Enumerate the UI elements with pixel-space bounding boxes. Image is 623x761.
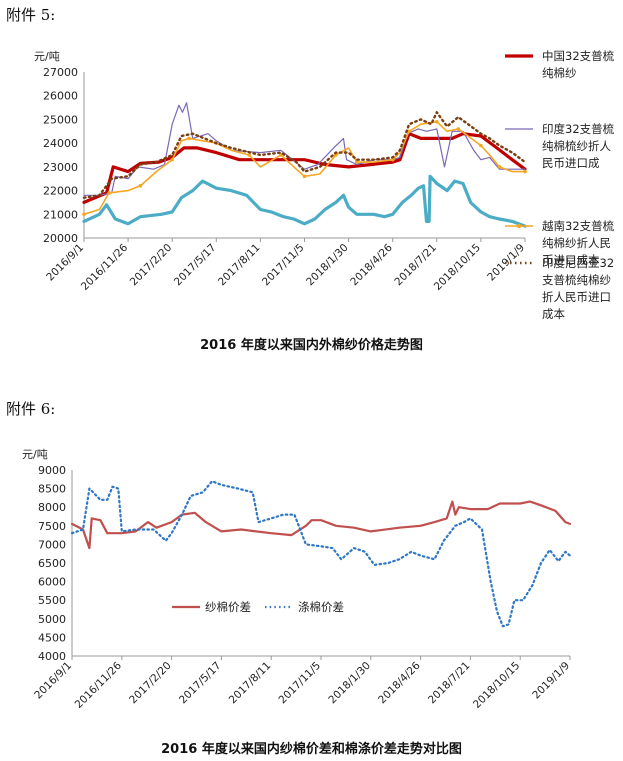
x-tick-label: 2017/2/20 bbox=[127, 660, 174, 707]
x-tick-label: 2017/11/5 bbox=[260, 242, 307, 289]
y-tick-label: 6000 bbox=[38, 576, 66, 589]
y-tick-label: 21000 bbox=[43, 208, 78, 221]
y-tick-label: 9000 bbox=[38, 464, 66, 477]
y-tick-label: 23000 bbox=[43, 161, 78, 174]
y-tick-label: 27000 bbox=[43, 66, 78, 79]
series-line-2 bbox=[83, 121, 526, 216]
series-point-2 bbox=[435, 120, 439, 124]
series-point-2 bbox=[187, 136, 191, 141]
x-tick-label: 2017/8/11 bbox=[216, 242, 263, 289]
series-line-1 bbox=[70, 480, 572, 628]
x-tick-label: 2016/11/26 bbox=[73, 659, 125, 711]
chart1-title: 2016 年度以来国内外棉纱价格走势图 bbox=[200, 338, 423, 353]
x-tick-label: 2018/4/26 bbox=[376, 659, 423, 706]
legend-label: 印度尼西亚32 支普梳纯棉纱折人民币进口成本 bbox=[542, 256, 614, 321]
series-point-2 bbox=[170, 157, 174, 162]
chart2-title: 2016 年度以来国内纱棉价差和棉涤价差走势对比图 bbox=[161, 742, 462, 757]
series-point-2 bbox=[247, 153, 251, 157]
x-tick-label: 2016/11/26 bbox=[79, 241, 131, 293]
series-line-0 bbox=[70, 500, 572, 550]
y-tick-label: 7000 bbox=[38, 538, 66, 551]
x-tick-label: 2017/2/20 bbox=[128, 242, 175, 289]
y-tick-label: 8500 bbox=[38, 483, 66, 496]
series-point-2 bbox=[456, 127, 461, 131]
series-point-2 bbox=[497, 165, 502, 169]
legend-label: 涤棉价差 bbox=[298, 600, 344, 614]
x-tick-label: 2018/10/15 bbox=[432, 242, 483, 293]
series-point-2 bbox=[479, 143, 483, 148]
x-tick-label: 2018/4/26 bbox=[348, 241, 395, 288]
y-tick-label: 25000 bbox=[43, 113, 78, 126]
y-tick-label: 26000 bbox=[43, 90, 78, 103]
series-point-2 bbox=[407, 129, 411, 134]
series-point-2 bbox=[355, 160, 359, 164]
x-tick-label: 2018/7/21 bbox=[392, 242, 439, 289]
legend-label: 中国32支普梳纯棉纱 bbox=[542, 49, 615, 80]
y-tick-label: 4500 bbox=[38, 631, 66, 644]
y-tick-label: 20000 bbox=[43, 232, 78, 245]
attachment-6-label: 附件 6: bbox=[6, 400, 56, 418]
cotton-yarn-price-chart: 元/吨 20000 21000 22000 23000 24000 25000 26000 27… bbox=[34, 49, 615, 321]
y-tick-label: 24000 bbox=[43, 137, 78, 150]
x-tick-label: 2018/1/30 bbox=[304, 242, 351, 289]
x-tick-label: 2019/1/9 bbox=[530, 660, 572, 702]
y-tick-label: 6500 bbox=[38, 557, 66, 570]
series-point-2 bbox=[138, 184, 143, 188]
y-unit-label: 元/吨 bbox=[22, 448, 48, 461]
legend-marker bbox=[516, 223, 522, 229]
attachment-5-label: 附件 5: bbox=[6, 6, 56, 24]
x-tick-label: 2017/5/17 bbox=[177, 660, 224, 707]
y-tick-label: 8000 bbox=[38, 501, 66, 514]
x-tick-label: 2016/9/1 bbox=[44, 242, 86, 284]
series-point-2 bbox=[82, 212, 86, 217]
legend-label: 印度32支普梳纯棉梳纱折人民币进口成 bbox=[542, 122, 615, 170]
y-tick-label: 5000 bbox=[38, 613, 66, 626]
series-point-2 bbox=[523, 169, 527, 174]
series-line-4 bbox=[82, 174, 527, 228]
y-unit-label: 元/吨 bbox=[34, 50, 60, 63]
y-tick-label: 7500 bbox=[38, 520, 66, 533]
series-line-3 bbox=[82, 111, 527, 199]
y-tick-label: 22000 bbox=[43, 185, 78, 198]
x-tick-label: 2018/7/21 bbox=[426, 660, 473, 707]
series-line-1 bbox=[83, 102, 526, 196]
series-point-2 bbox=[107, 191, 111, 195]
series-point-2 bbox=[390, 157, 395, 162]
y-tick-label: 4000 bbox=[38, 650, 66, 663]
x-tick-label: 2018/10/15 bbox=[471, 660, 522, 711]
x-tick-label: 2017/8/11 bbox=[227, 660, 274, 707]
x-tick-label: 2018/1/30 bbox=[326, 660, 373, 707]
legend-label: 纱棉价差 bbox=[205, 600, 251, 614]
x-tick-label: 2017/5/17 bbox=[172, 242, 219, 289]
legend-label: 越南32支普梳纯棉纱折人民币进口成本 bbox=[542, 219, 615, 267]
x-tick-label: 2017/11/5 bbox=[277, 660, 324, 707]
x-tick-label: 2016/9/1 bbox=[32, 660, 74, 702]
price-spread-chart: 元/吨 4000 4500 5000 5500 6000 6500 7000 7500 8000 8… bbox=[22, 448, 572, 711]
series-line-0 bbox=[82, 132, 527, 204]
series-point-2 bbox=[302, 174, 307, 179]
y-tick-label: 5500 bbox=[38, 594, 66, 607]
